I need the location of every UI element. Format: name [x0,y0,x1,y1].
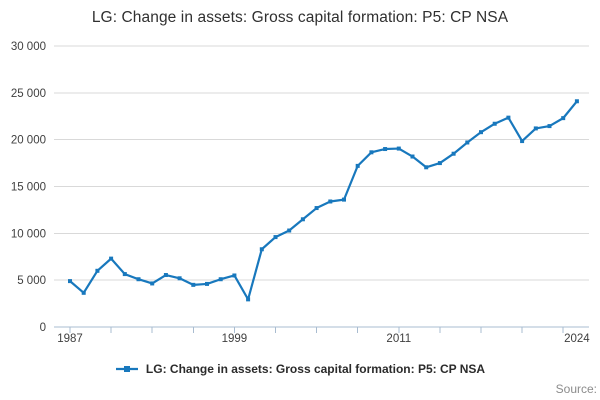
x-axis-label: 1999 [222,333,248,345]
data-point-marker[interactable] [163,273,168,278]
y-tick-label: 5 000 [17,275,46,287]
x-axis-label: 2011 [386,333,411,345]
y-tick-label: 25 000 [11,88,46,100]
data-point-marker[interactable] [369,150,374,155]
data-point-marker[interactable] [81,290,86,295]
data-point-marker[interactable] [205,281,209,286]
data-point-marker[interactable] [451,151,456,156]
chart-canvas: 0 5 000 10 000 15 000 20 000 25 000 30 000 1987… [11,41,590,345]
data-point-marker[interactable] [122,272,127,277]
data-point-marker[interactable] [246,297,251,302]
data-point-marker[interactable] [109,256,114,261]
y-tick-label: 0 [40,322,46,334]
data-point-marker[interactable] [506,115,511,120]
data-point-marker[interactable] [68,279,72,284]
data-point-marker[interactable] [355,163,360,168]
data-point-marker[interactable] [383,147,388,152]
data-point-marker[interactable] [314,206,319,211]
data-point-marker[interactable] [465,140,470,145]
data-point-marker[interactable] [479,130,483,135]
data-point-marker[interactable] [533,126,538,131]
data-point-marker[interactable] [273,235,278,240]
legend[interactable]: LG: Change in assets: Gross capital form… [0,362,600,376]
data-point-marker[interactable] [95,268,100,273]
data-point-marker[interactable] [136,277,141,282]
source-note: Source: [555,382,597,396]
y-tick-label: 20 000 [11,135,46,147]
data-point-marker[interactable] [561,116,566,121]
legend-line-marker-icon [115,366,138,372]
data-point-marker[interactable] [150,281,155,286]
data-point-marker[interactable] [437,161,442,166]
data-point-marker[interactable] [300,217,305,222]
data-point-marker[interactable] [218,277,223,282]
data-point-marker[interactable] [547,124,552,129]
data-point-marker[interactable] [287,228,292,233]
chart-title: LG: Change in assets: Gross capital form… [91,9,509,26]
data-point-marker[interactable] [328,199,333,204]
legend-series-label: LG: Change in assets: Gross capital form… [145,362,486,376]
data-point-marker[interactable] [259,247,264,252]
data-point-marker[interactable] [410,154,415,159]
x-axis-label: 2024 [564,333,590,345]
data-point-marker[interactable] [177,276,182,281]
x-axis-label: 1987 [57,333,83,345]
y-tick-label: 15 000 [11,182,46,194]
data-point-marker[interactable] [492,121,497,126]
data-point-marker[interactable] [342,197,346,202]
data-point-marker[interactable] [520,139,525,144]
series-line [68,100,579,301]
y-tick-label: 30 000 [11,41,46,53]
data-point-marker[interactable] [424,165,429,170]
data-point-marker[interactable] [396,146,401,151]
data-point-marker[interactable] [232,273,237,278]
y-tick-label: 10 000 [11,228,46,240]
data-point-marker[interactable] [191,282,196,287]
data-point-marker[interactable] [574,99,579,104]
